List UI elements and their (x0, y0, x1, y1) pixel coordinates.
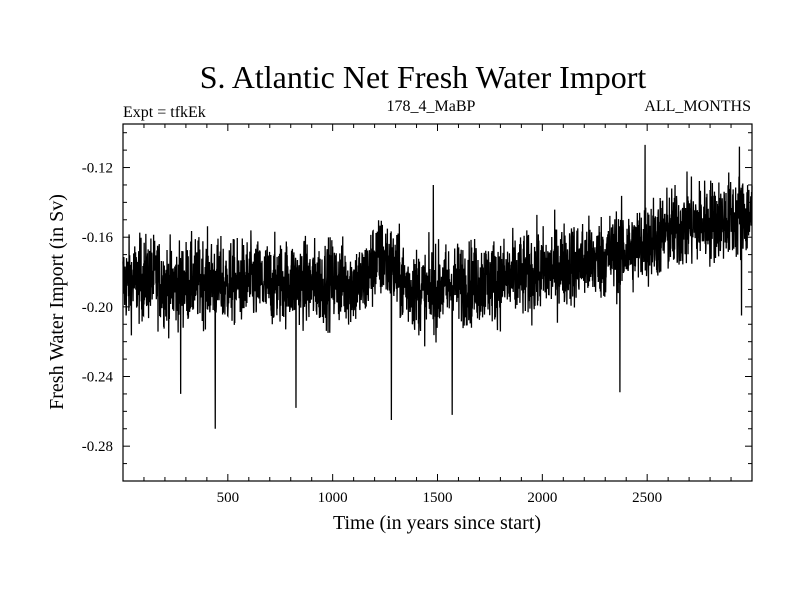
y-axis-label: Fresh Water Import (in Sv) (46, 194, 68, 410)
y-tick-label: -0.28 (82, 439, 113, 455)
months-label: ALL_MONTHS (644, 98, 751, 115)
chart-title: S. Atlantic Net Fresh Water Import (200, 59, 647, 95)
y-tick-label: -0.20 (82, 300, 113, 316)
expt-label: Expt = tfkEk (123, 104, 206, 121)
period-label: 178_4_MaBP (387, 98, 476, 115)
x-tick-label: 2000 (527, 490, 557, 506)
x-tick-label: 1000 (318, 490, 348, 506)
y-tick-label: -0.16 (82, 230, 114, 246)
series-line (122, 144, 753, 429)
x-axis-label: Time (in years since start) (333, 512, 541, 534)
x-tick-label: 2500 (632, 490, 662, 506)
series-layer (122, 144, 753, 429)
x-tick-label: 500 (217, 490, 240, 506)
x-tick-label: 1500 (423, 490, 453, 506)
plot-frame (122, 123, 753, 482)
y-tick-label: -0.24 (82, 370, 114, 386)
ticks-layer: 500 1000 1500 2000 2500 -0.12 -0.16 -0.20 -0.24 -… (82, 124, 752, 506)
y-tick-label: -0.12 (82, 161, 113, 177)
